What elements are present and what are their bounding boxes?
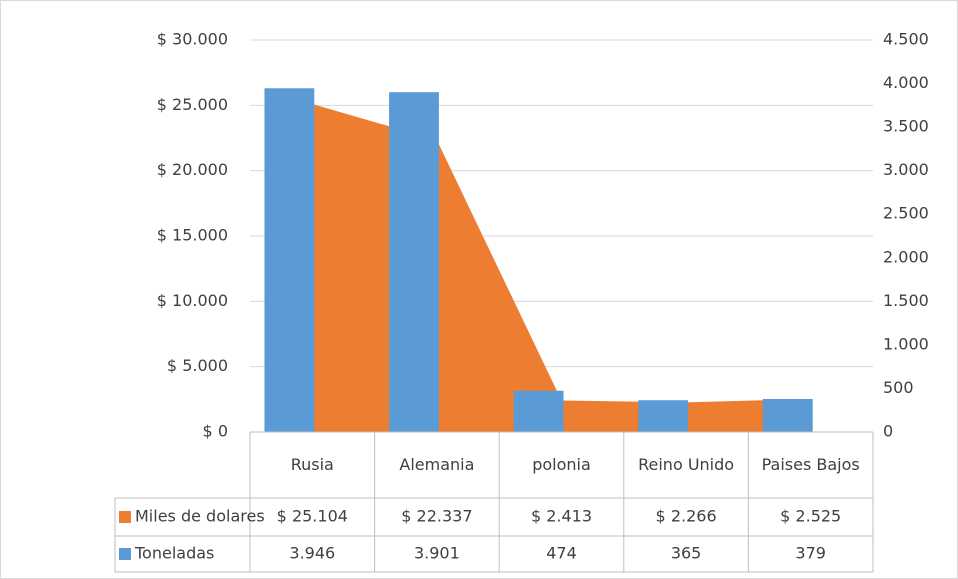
y-tick-label: $ 25.000 [157, 95, 228, 114]
bar [762, 398, 813, 432]
category-label: polonia [532, 455, 591, 475]
category-label: Rusia [290, 455, 334, 475]
y-tick-label: $ 10.000 [157, 291, 228, 310]
table-value: $ 25.104 [277, 507, 348, 526]
y2-tick-label: 500 [883, 378, 914, 397]
table-value: 379 [795, 544, 826, 563]
y2-tick-label: 0 [883, 422, 893, 441]
legend-label: Miles de dolares [135, 507, 265, 526]
y2-tick-label: 2.000 [883, 247, 929, 266]
table-value: $ 2.413 [531, 507, 592, 526]
table-value: $ 22.337 [401, 507, 472, 526]
y-tick-label: $ 5.000 [167, 356, 228, 375]
y2-tick-label: 2.500 [883, 204, 929, 223]
bar [638, 400, 689, 432]
y2-tick-label: 3.000 [883, 160, 929, 179]
table-value: 3.946 [289, 544, 335, 563]
y2-tick-label: 1.000 [883, 334, 929, 353]
category-label-box: Reino Unido [638, 455, 735, 475]
y2-tick-label: 4.000 [883, 73, 929, 92]
category-label: Reino Unido [638, 455, 735, 475]
category-label-box: Alemania [399, 455, 475, 475]
y-tick-label: $ 30.000 [157, 30, 228, 49]
legend-swatch [119, 511, 131, 523]
category-label: Alemania [399, 455, 475, 475]
y2-tick-label: 4.500 [883, 30, 929, 49]
table-value: 3.901 [414, 544, 460, 563]
category-label-box: Paises Bajos [761, 455, 860, 475]
bar [389, 92, 439, 432]
y-tick-label: $ 15.000 [157, 226, 228, 245]
category-label-box: Rusia [290, 455, 334, 475]
y-tick-label: $ 20.000 [157, 160, 228, 179]
y2-tick-label: 3.500 [883, 117, 929, 136]
legend-label: Toneladas [134, 544, 214, 563]
bar [264, 88, 315, 432]
y2-tick-label: 1.500 [883, 291, 929, 310]
category-label: Paises Bajos [761, 455, 860, 475]
category-label-box: polonia [532, 455, 591, 475]
legend-swatch [119, 548, 131, 560]
bar [513, 390, 564, 432]
table-value: $ 2.266 [656, 507, 717, 526]
y-tick-label: $ 0 [203, 422, 228, 441]
table-value: $ 2.525 [780, 507, 841, 526]
table-value: 474 [546, 544, 577, 563]
table-value: 365 [671, 544, 702, 563]
